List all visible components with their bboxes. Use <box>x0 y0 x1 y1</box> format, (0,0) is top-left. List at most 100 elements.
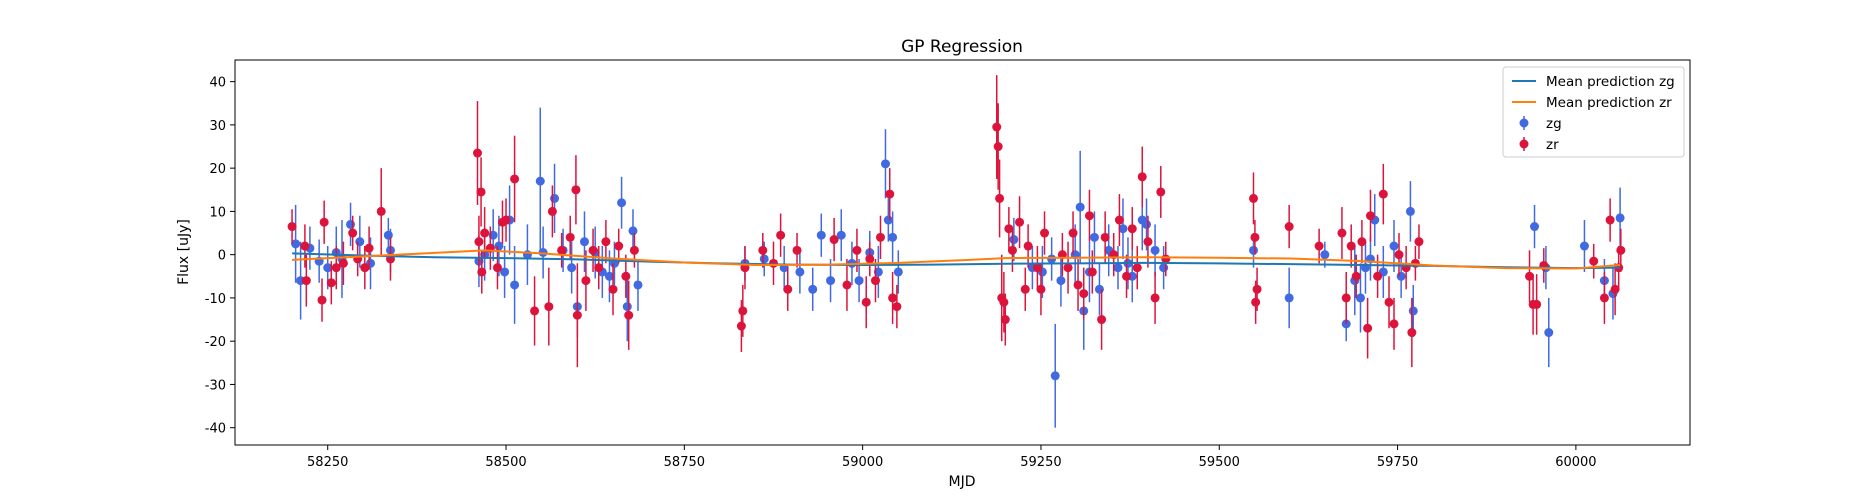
legend-label: Mean prediction zg <box>1546 74 1675 90</box>
zr-data-point <box>1599 293 1609 303</box>
zr-data-point <box>1389 319 1399 329</box>
zr-data-point <box>870 276 880 286</box>
zr-data-point <box>1087 267 1097 277</box>
zr-data-point <box>852 245 862 255</box>
y-tick-label: 20 <box>209 162 226 177</box>
zg-data-point <box>1405 206 1415 216</box>
zr-data-point <box>888 293 898 303</box>
zr-data-point <box>758 245 768 255</box>
legend-box <box>1502 66 1685 158</box>
zr-data-point <box>360 263 370 273</box>
zr-data-point <box>1252 284 1262 294</box>
zr-data-point <box>480 228 490 238</box>
zg-data-point <box>355 237 365 247</box>
x-tick-label: 58750 <box>664 455 705 470</box>
zg-data-point <box>880 159 890 169</box>
zg-data-point <box>893 267 903 277</box>
zr-data-point <box>1156 187 1166 197</box>
zr-data-point <box>1063 263 1073 273</box>
zr-data-point <box>601 237 611 247</box>
zr-data-point <box>530 306 540 316</box>
zr-data-point <box>1314 241 1324 251</box>
zr-data-point <box>999 297 1009 307</box>
zg-data-point <box>808 284 818 294</box>
zr-data-point <box>1351 271 1361 281</box>
zg-data-point <box>1249 245 1258 255</box>
zr-data-point <box>792 245 802 255</box>
zr-data-point <box>319 217 329 227</box>
zr-data-point <box>1143 237 1153 247</box>
zg-data-point <box>1579 241 1589 251</box>
legend-label: zg <box>1546 116 1562 132</box>
zg-data-point <box>888 232 898 242</box>
x-axis-label: MJD <box>949 474 976 490</box>
zg-data-point <box>579 237 589 247</box>
zr-data-point <box>1357 237 1367 247</box>
legend: Mean prediction zg Mean prediction zr zg zr <box>1502 66 1685 158</box>
zr-data-point <box>338 258 348 268</box>
zg-data-point <box>1094 284 1104 294</box>
zr-data-point <box>477 267 487 277</box>
zg-data-point <box>1389 241 1399 251</box>
zr-data-point <box>1015 217 1025 227</box>
x-tick-label: 59250 <box>1020 455 1061 470</box>
zr-data-point <box>287 222 297 232</box>
zg-data-point <box>617 198 627 208</box>
plot-area <box>287 75 1626 428</box>
zr-data-point <box>1605 215 1615 225</box>
zg-data-point <box>567 263 577 273</box>
zr-data-point <box>829 235 839 245</box>
zr-data-point <box>1589 256 1599 266</box>
x-tick-label: 58500 <box>485 455 526 470</box>
zg-data-point <box>622 302 632 312</box>
zg-data-point <box>1615 213 1625 223</box>
zr-data-point <box>995 193 1005 203</box>
x-axis: 58250 58500 58750 59000 59250 59500 59750 60000 <box>307 445 1597 470</box>
zr-data-point <box>736 321 746 331</box>
zg-data-point <box>1284 293 1294 303</box>
zg-data-point <box>346 219 356 229</box>
zr-data-point <box>348 228 358 238</box>
zg-data-point <box>1159 263 1169 273</box>
series-zr <box>287 75 1626 368</box>
zg-data-point <box>323 263 333 273</box>
zr-data-point <box>1132 263 1142 273</box>
zr-data-point <box>544 302 554 312</box>
zg-data-point <box>854 276 864 286</box>
zr-data-point <box>1365 211 1375 221</box>
zr-data-point <box>510 174 520 184</box>
zr-data-point <box>865 254 875 264</box>
zg-data-point <box>1530 222 1540 232</box>
zr-data-point <box>501 215 511 225</box>
zr-data-point <box>565 232 575 242</box>
zr-data-point <box>492 263 502 273</box>
zr-data-point <box>1378 189 1388 199</box>
zr-data-point <box>317 295 327 305</box>
chart-title: GP Regression <box>901 37 1023 57</box>
x-tick-label: 59750 <box>1377 455 1418 470</box>
zr-data-point <box>1097 315 1107 325</box>
zr-data-point <box>842 280 852 290</box>
x-tick-label: 60000 <box>1555 455 1596 470</box>
zr-data-point <box>1284 222 1294 232</box>
zr-data-point <box>993 142 1003 152</box>
zg-data-point <box>1009 235 1019 245</box>
zg-data-point <box>633 280 643 290</box>
y-tick-label: -20 <box>205 335 226 350</box>
zr-data-point <box>1000 315 1010 325</box>
legend-label: zr <box>1546 137 1559 153</box>
zg-data-point <box>550 193 560 203</box>
zr-data-point <box>557 245 567 255</box>
zr-data-point <box>331 263 341 273</box>
zr-data-point <box>474 237 484 247</box>
zr-data-point <box>572 310 582 320</box>
zr-data-point <box>1532 299 1542 309</box>
plot-frame <box>234 59 1691 446</box>
legend-marker-swatch <box>1519 118 1529 128</box>
zr-data-point <box>1084 211 1094 221</box>
zr-data-point <box>738 306 748 316</box>
zr-data-point <box>1023 241 1033 251</box>
zr-data-point <box>1610 284 1620 294</box>
zr-data-point <box>614 241 624 251</box>
zg-data-point <box>1150 245 1160 255</box>
